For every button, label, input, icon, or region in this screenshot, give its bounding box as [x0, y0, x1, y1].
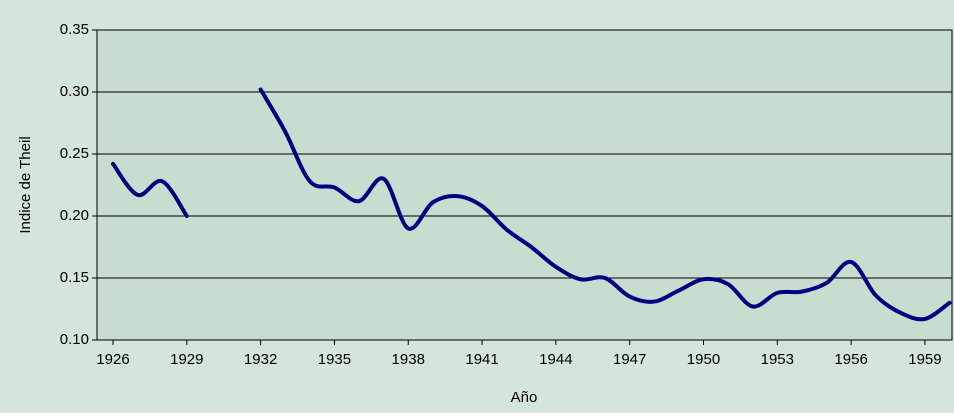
x-tick-label: 1932: [244, 351, 277, 368]
x-tick-label: 1941: [465, 351, 498, 368]
y-tick-label: 0.10: [60, 331, 89, 348]
x-tick-label: 1956: [834, 351, 867, 368]
x-tick-label: 1947: [613, 351, 646, 368]
y-tick-label: 0.20: [60, 207, 89, 224]
y-tick-label: 0.35: [60, 21, 89, 38]
x-tick-label: 1959: [908, 351, 941, 368]
x-tick-label: 1926: [96, 351, 129, 368]
y-tick-label: 0.25: [60, 145, 89, 162]
x-tick-label: 1944: [539, 351, 572, 368]
x-tick-label: 1953: [761, 351, 794, 368]
x-tick-label: 1935: [318, 351, 351, 368]
data-line: [110, 87, 952, 322]
y-tick-label: 0.15: [60, 269, 89, 286]
x-tick-label: 1938: [392, 351, 425, 368]
x-axis-label: Año: [511, 389, 538, 406]
y-axis-label: Indice de Theil: [17, 136, 34, 233]
x-tick-label: 1950: [687, 351, 720, 368]
x-tick-label: 1929: [170, 351, 203, 368]
plot-area: [96, 29, 953, 341]
y-tick-label: 0.30: [60, 83, 89, 100]
